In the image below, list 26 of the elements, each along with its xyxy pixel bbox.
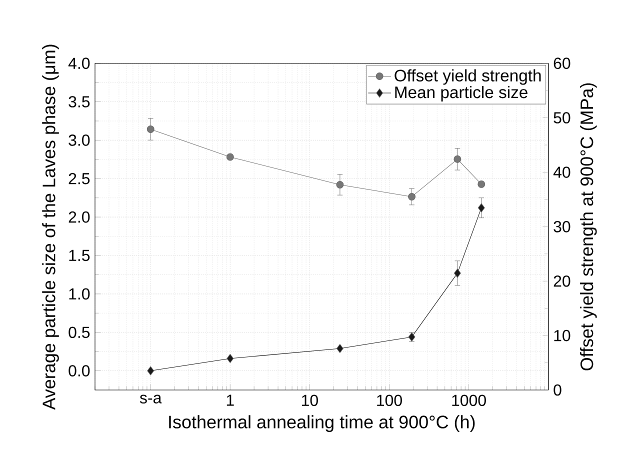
x-tick-label: 1 bbox=[226, 394, 234, 406]
x-tick-label: 100 bbox=[377, 394, 402, 406]
y2-tick-label: 60 bbox=[554, 58, 570, 69]
legend-label: Offset yield strength bbox=[394, 69, 541, 85]
y2-tick-label: 20 bbox=[554, 275, 570, 287]
legend-label: Mean particle size bbox=[395, 86, 528, 102]
y2-axis-title: Offset yield strength at 900°C (MPa) bbox=[580, 83, 597, 370]
y-tick-label: 0.5 bbox=[68, 326, 90, 338]
y-tick-label: 0.0 bbox=[68, 365, 90, 376]
x-tick-label: 1000 bbox=[452, 394, 486, 406]
y-axis-title: Average particle size of the Laves phase (μm) bbox=[42, 44, 59, 410]
y-tick-label: 1.5 bbox=[69, 250, 90, 262]
x-tick-label: s-a bbox=[140, 394, 162, 404]
y2-tick-label: 30 bbox=[554, 221, 570, 232]
y-tick-label: 3.5 bbox=[68, 96, 90, 108]
y-tick-label: 3.0 bbox=[68, 134, 90, 146]
y-tick-label: 1.0 bbox=[69, 288, 90, 300]
x-axis-title: Isothermal annealing time at 900°C (h) bbox=[169, 415, 475, 432]
y-tick-label: 2.5 bbox=[68, 172, 90, 184]
y2-tick-label: 10 bbox=[554, 330, 570, 342]
y2-tick-label: 0 bbox=[554, 384, 562, 396]
y-tick-label: 4.0 bbox=[68, 58, 90, 69]
y2-tick-label: 40 bbox=[553, 166, 570, 178]
y-tick-label: 2.0 bbox=[68, 211, 90, 223]
x-tick-label: 10 bbox=[302, 394, 318, 406]
y2-tick-label: 50 bbox=[554, 112, 570, 124]
